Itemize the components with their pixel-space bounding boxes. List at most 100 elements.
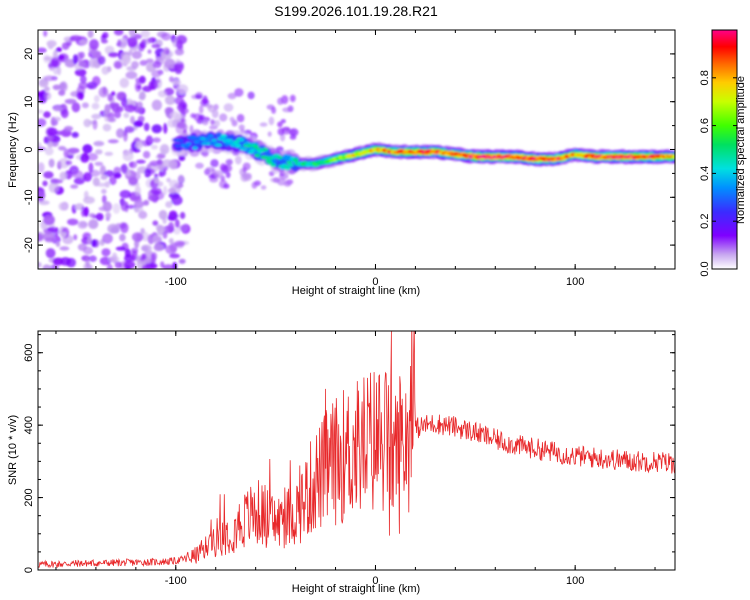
colorbar-tick-label: 0.4 [699, 166, 711, 181]
ridge-blob [177, 139, 184, 143]
noise-blob [74, 68, 87, 77]
noise-blob [162, 166, 169, 171]
noise-blob [145, 58, 154, 64]
noise-blob [101, 39, 108, 44]
noise-blob [275, 146, 284, 153]
noise-blob [98, 86, 109, 98]
noise-blob [219, 113, 228, 122]
noise-blob [205, 104, 213, 109]
noise-blob [116, 128, 125, 139]
noise-blob [128, 161, 138, 169]
ridge-blob [254, 153, 261, 158]
noise-blob [81, 206, 86, 218]
noise-blob [95, 213, 104, 221]
noise-blob [85, 256, 90, 267]
noise-blob [87, 153, 99, 161]
ridge-blob [238, 138, 245, 142]
noise-blob [133, 200, 145, 208]
noise-blob [43, 171, 54, 179]
noise-blob [119, 77, 130, 88]
noise-blob [169, 76, 174, 83]
noise-blob [179, 100, 187, 108]
noise-blob [179, 211, 186, 220]
noise-blob [219, 163, 227, 172]
noise-blob [102, 32, 109, 39]
noise-blob [271, 106, 277, 114]
noise-blob [71, 170, 84, 179]
noise-blob [136, 159, 146, 164]
noise-blob [198, 105, 204, 114]
y-tick-label: 0 [23, 567, 35, 573]
noise-blob [195, 162, 204, 169]
noise-blob [114, 111, 121, 119]
noise-blob [133, 120, 144, 128]
ridge-blob [207, 134, 214, 138]
y-tick-label: -10 [23, 189, 35, 205]
noise-blob [210, 159, 219, 168]
noise-blob [72, 54, 78, 65]
noise-blob [38, 109, 44, 114]
noise-blob [78, 81, 89, 90]
ridge-blob [249, 148, 256, 153]
noise-blob [141, 253, 147, 260]
noise-blob [289, 128, 299, 137]
colorbar-label: Normalized spectral amplitude [735, 76, 747, 224]
noise-blob [169, 111, 180, 119]
noise-blob [83, 118, 92, 128]
noise-blob [131, 50, 142, 60]
noise-blob [73, 234, 78, 241]
noise-blob [152, 60, 162, 69]
colorbar-axis: 0.0 0.2 0.4 0.6 0.8 [699, 70, 737, 277]
noise-blob [168, 238, 174, 244]
noise-blob [128, 104, 135, 110]
noise-blob [193, 113, 202, 122]
noise-blob [211, 109, 219, 119]
snr-x-axis-label: Height of straight line (km) [292, 583, 420, 595]
noise-blob [38, 162, 45, 173]
noise-blob [114, 61, 122, 69]
noise-blob [268, 116, 275, 126]
spectrogram-y-axis-label: Frequency (Hz) [7, 112, 19, 188]
noise-blob [60, 108, 69, 119]
noise-blob [92, 119, 98, 130]
ridge-blob [235, 144, 242, 148]
noise-blob [42, 180, 48, 187]
ridge-blob [233, 140, 240, 144]
spectrogram-x-axis-label: Height of straight line (km) [292, 285, 420, 297]
noise-blob [164, 95, 176, 106]
noise-blob [55, 242, 61, 247]
noise-blob [100, 175, 108, 180]
noise-blob [80, 154, 90, 163]
noise-blob [142, 150, 151, 159]
noise-blob [91, 113, 102, 120]
noise-blob [48, 158, 55, 168]
colorbar-tick-label: 0.6 [699, 118, 711, 133]
x-tick-label: 100 [566, 575, 584, 587]
noise-blob [124, 254, 133, 263]
noise-blob [106, 263, 113, 269]
noise-blob [140, 30, 151, 38]
noise-blob [71, 131, 79, 138]
noise-blob [116, 106, 124, 113]
noise-blob [87, 236, 93, 245]
noise-blob [251, 181, 258, 189]
ridge-blob [270, 163, 277, 168]
noise-blob [156, 159, 163, 166]
noise-blob [277, 178, 286, 186]
x-tick-label: 0 [372, 575, 378, 587]
noise-blob [55, 47, 63, 53]
noise-blob [112, 203, 121, 214]
noise-blob [162, 231, 168, 239]
noise-blob [157, 153, 166, 159]
noise-blob [119, 233, 126, 242]
noise-blob [101, 188, 107, 195]
noise-blob [105, 212, 112, 219]
noise-blob [151, 99, 163, 111]
noise-blob [63, 125, 74, 132]
noise-blob [91, 102, 100, 110]
x-tick-label: -100 [165, 276, 187, 288]
noise-blob [234, 88, 244, 97]
noise-blob [169, 253, 181, 259]
ridge-blob [287, 163, 294, 167]
y-tick-label: -20 [23, 237, 35, 253]
